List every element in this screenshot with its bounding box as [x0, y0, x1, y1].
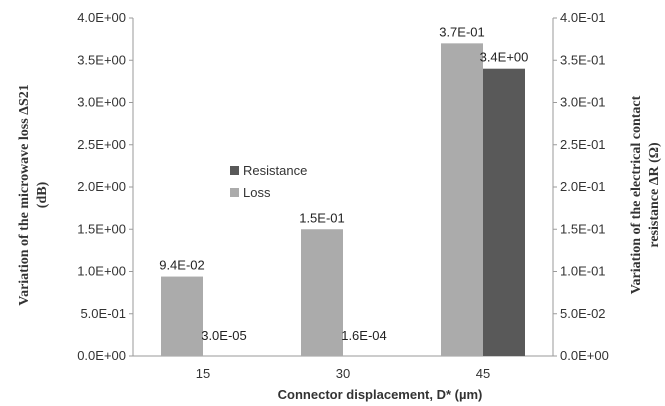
- left-tick-label: 2.0E+00: [77, 179, 126, 194]
- loss-data-label: 9.4E-02: [159, 258, 205, 273]
- legend: Resistance Loss: [230, 163, 307, 200]
- resistance-bar: [483, 68, 525, 356]
- right-axis-title-line1: Variation of the electrical contact: [629, 95, 644, 294]
- right-axis-title: Variation of the electrical contact resi…: [629, 95, 662, 294]
- left-tick-label: 1.5E+00: [77, 221, 126, 236]
- left-axis-ticks: 0.0E+00 5.0E-01 1.0E+00 1.5E+00 2.0E+00 2.5E+…: [77, 10, 133, 363]
- right-tick-label: 0.0E+00: [560, 348, 609, 363]
- left-axis-title-line2: (dB): [35, 181, 50, 208]
- x-tick-label: 30: [336, 366, 350, 381]
- right-axis-title-line2: resistance ΔR (Ω): [647, 142, 662, 248]
- left-tick-label: 0.0E+00: [77, 348, 126, 363]
- x-axis-ticks: 15 30 45: [196, 366, 490, 381]
- left-tick-label: 5.0E-01: [80, 306, 126, 321]
- right-axis-ticks: 0.0E+00 5.0E-02 1.0E-01 1.5E-01 2.0E-01 2.5E-…: [553, 10, 609, 363]
- legend-label-resistance: Resistance: [243, 163, 307, 178]
- left-tick-label: 1.0E+00: [77, 264, 126, 279]
- resistance-data-label: 3.4E+00: [480, 50, 529, 65]
- right-tick-label: 1.5E-01: [560, 221, 606, 236]
- right-tick-label: 3.5E-01: [560, 52, 606, 67]
- right-tick-label: 5.0E-02: [560, 306, 606, 321]
- resistance-data-label: 1.6E-04: [341, 328, 387, 343]
- legend-swatch-resistance: [230, 166, 239, 175]
- loss-data-label: 3.7E-01: [439, 24, 485, 39]
- bars: [161, 43, 525, 356]
- x-axis-title: Connector displacement, D* (µm): [278, 387, 483, 402]
- right-tick-label: 2.5E-01: [560, 137, 606, 152]
- legend-label-loss: Loss: [243, 185, 271, 200]
- left-tick-label: 2.5E+00: [77, 137, 126, 152]
- loss-bar: [441, 43, 483, 356]
- x-tick-label: 15: [196, 366, 210, 381]
- left-axis-title-line1: Variation of the microwave loss ΔS21: [17, 84, 32, 306]
- bar-data-labels: 9.4E-02 3.0E-05 1.5E-01 1.6E-04 3.7E-01 3.4E+…: [159, 24, 528, 343]
- loss-bar: [161, 276, 203, 356]
- left-tick-label: 3.5E+00: [77, 52, 126, 67]
- left-tick-label: 3.0E+00: [77, 95, 126, 110]
- right-tick-label: 4.0E-01: [560, 10, 606, 25]
- right-tick-label: 1.0E-01: [560, 264, 606, 279]
- right-tick-label: 3.0E-01: [560, 95, 606, 110]
- right-tick-label: 2.0E-01: [560, 179, 606, 194]
- x-tick-label: 45: [476, 366, 490, 381]
- loss-bar: [301, 229, 343, 356]
- legend-swatch-loss: [230, 188, 239, 197]
- resistance-data-label: 3.0E-05: [201, 328, 247, 343]
- left-tick-label: 4.0E+00: [77, 10, 126, 25]
- loss-data-label: 1.5E-01: [299, 210, 345, 225]
- left-axis-title: Variation of the microwave loss ΔS21 (dB…: [17, 84, 50, 306]
